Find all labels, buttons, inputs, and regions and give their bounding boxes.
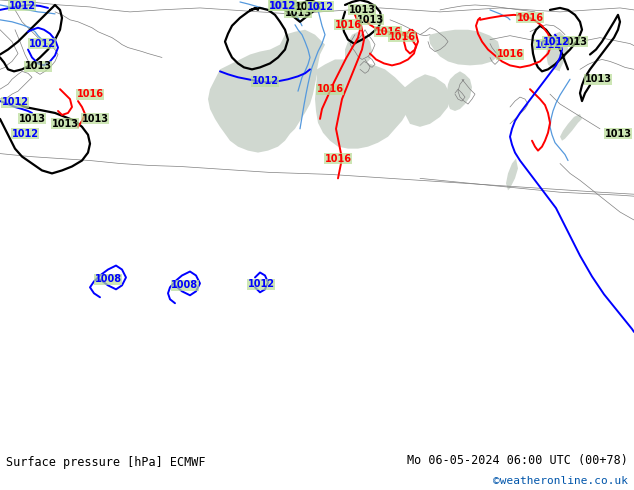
Text: 1008: 1008 <box>171 280 198 291</box>
Text: 1012: 1012 <box>306 2 333 12</box>
Text: 1013: 1013 <box>604 129 631 139</box>
Text: 1012: 1012 <box>269 1 295 11</box>
Polygon shape <box>447 72 472 111</box>
Text: 1013: 1013 <box>18 114 46 124</box>
Polygon shape <box>506 159 518 190</box>
Text: 1008: 1008 <box>94 274 122 284</box>
Text: 1012: 1012 <box>1 97 29 107</box>
Text: 1012: 1012 <box>11 129 39 139</box>
Text: 1016: 1016 <box>325 153 351 164</box>
Text: 1016: 1016 <box>496 49 524 59</box>
Text: 1012: 1012 <box>269 1 297 11</box>
Text: 1016: 1016 <box>77 89 103 99</box>
Text: 1016: 1016 <box>389 32 415 42</box>
Text: 1016: 1016 <box>517 13 543 23</box>
Text: 1013: 1013 <box>82 114 108 124</box>
Text: 1013: 1013 <box>295 2 321 12</box>
Text: 1016: 1016 <box>335 20 361 30</box>
Text: 1012: 1012 <box>543 37 569 47</box>
Polygon shape <box>208 30 325 152</box>
Text: 1012: 1012 <box>534 40 562 49</box>
Polygon shape <box>429 30 500 65</box>
Polygon shape <box>560 114 582 141</box>
Text: 1012: 1012 <box>247 279 275 290</box>
Text: ©weatheronline.co.uk: ©weatheronline.co.uk <box>493 476 628 486</box>
Polygon shape <box>405 74 450 127</box>
Text: 1016: 1016 <box>316 84 344 94</box>
Text: 1013: 1013 <box>349 5 375 15</box>
Text: 1013: 1013 <box>285 8 311 18</box>
Text: 1013: 1013 <box>25 61 51 72</box>
Text: 1013: 1013 <box>356 15 384 25</box>
Text: 1013: 1013 <box>585 74 612 84</box>
Text: 1012: 1012 <box>29 39 56 49</box>
Polygon shape <box>345 32 372 72</box>
Text: 1016: 1016 <box>375 27 401 37</box>
Text: Mo 06-05-2024 06:00 UTC (00+78): Mo 06-05-2024 06:00 UTC (00+78) <box>407 454 628 466</box>
Text: Surface pressure [hPa] ECMWF: Surface pressure [hPa] ECMWF <box>6 456 206 469</box>
Text: 1013: 1013 <box>560 37 588 47</box>
Text: 1012: 1012 <box>8 1 36 11</box>
Polygon shape <box>315 59 410 148</box>
Text: 1013: 1013 <box>51 119 79 129</box>
Polygon shape <box>546 32 568 72</box>
Text: 1012: 1012 <box>252 76 278 86</box>
